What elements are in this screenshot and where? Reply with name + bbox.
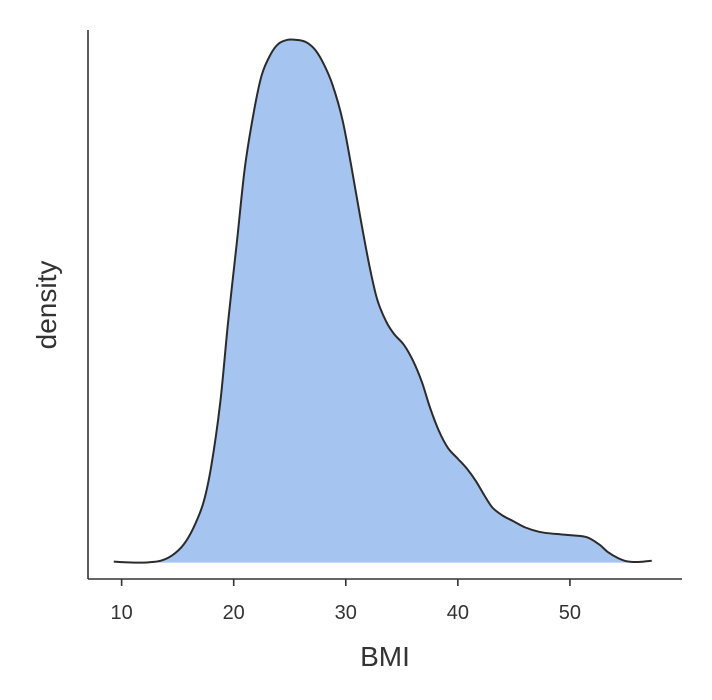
y-axis-title: density	[31, 261, 62, 350]
x-tick-label: 30	[335, 602, 357, 624]
x-tick-label: 10	[110, 602, 132, 624]
x-axis-ticks: 10 20 30 40 50	[110, 579, 581, 624]
density-curve	[113, 38, 652, 564]
x-axis-title: BMI	[360, 641, 410, 672]
x-tick-label: 50	[559, 602, 581, 624]
x-tick-label: 40	[447, 602, 469, 624]
density-area	[148, 39, 628, 563]
x-tick-label: 20	[223, 602, 245, 624]
